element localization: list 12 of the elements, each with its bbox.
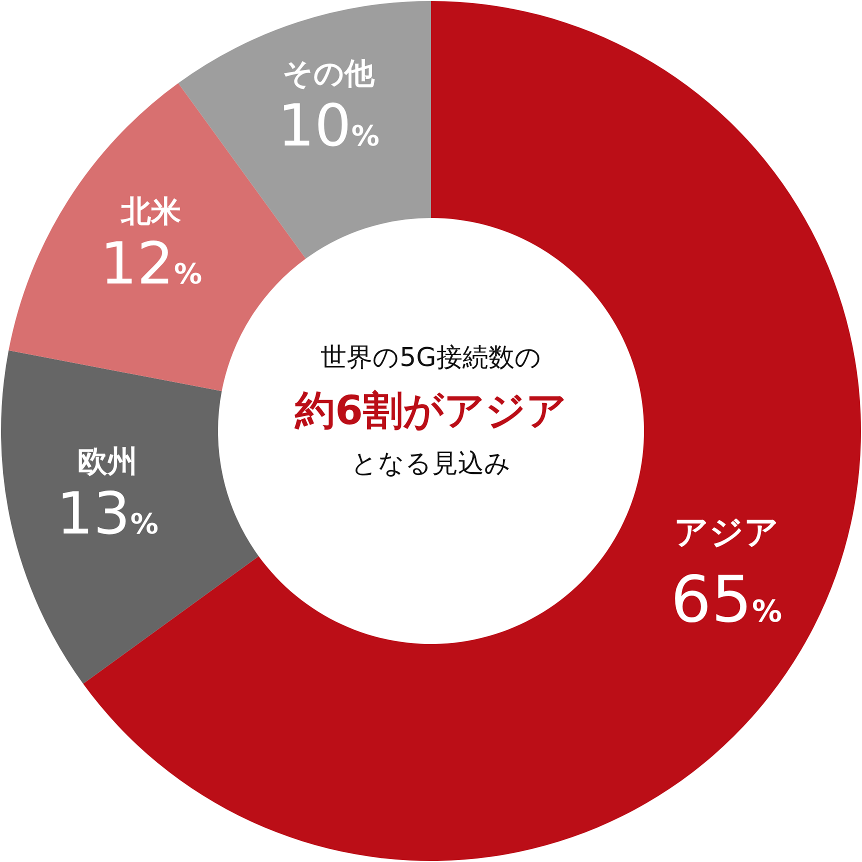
slice-label: アジア xyxy=(674,512,779,552)
text: となる見込み xyxy=(350,448,512,481)
donut-slice xyxy=(1,350,259,684)
data-label: 12% xyxy=(100,229,202,298)
slice-label: 欧州 xyxy=(77,444,138,480)
data-label: 65% xyxy=(670,564,782,638)
slice-label: その他 xyxy=(282,56,376,92)
data-label: 10% xyxy=(278,92,380,160)
text: 世界の5G接続数の xyxy=(320,342,542,375)
data-label: 13% xyxy=(56,479,158,548)
text: 約6割がアジア xyxy=(294,387,568,436)
slice-label: 北米 xyxy=(120,194,182,230)
